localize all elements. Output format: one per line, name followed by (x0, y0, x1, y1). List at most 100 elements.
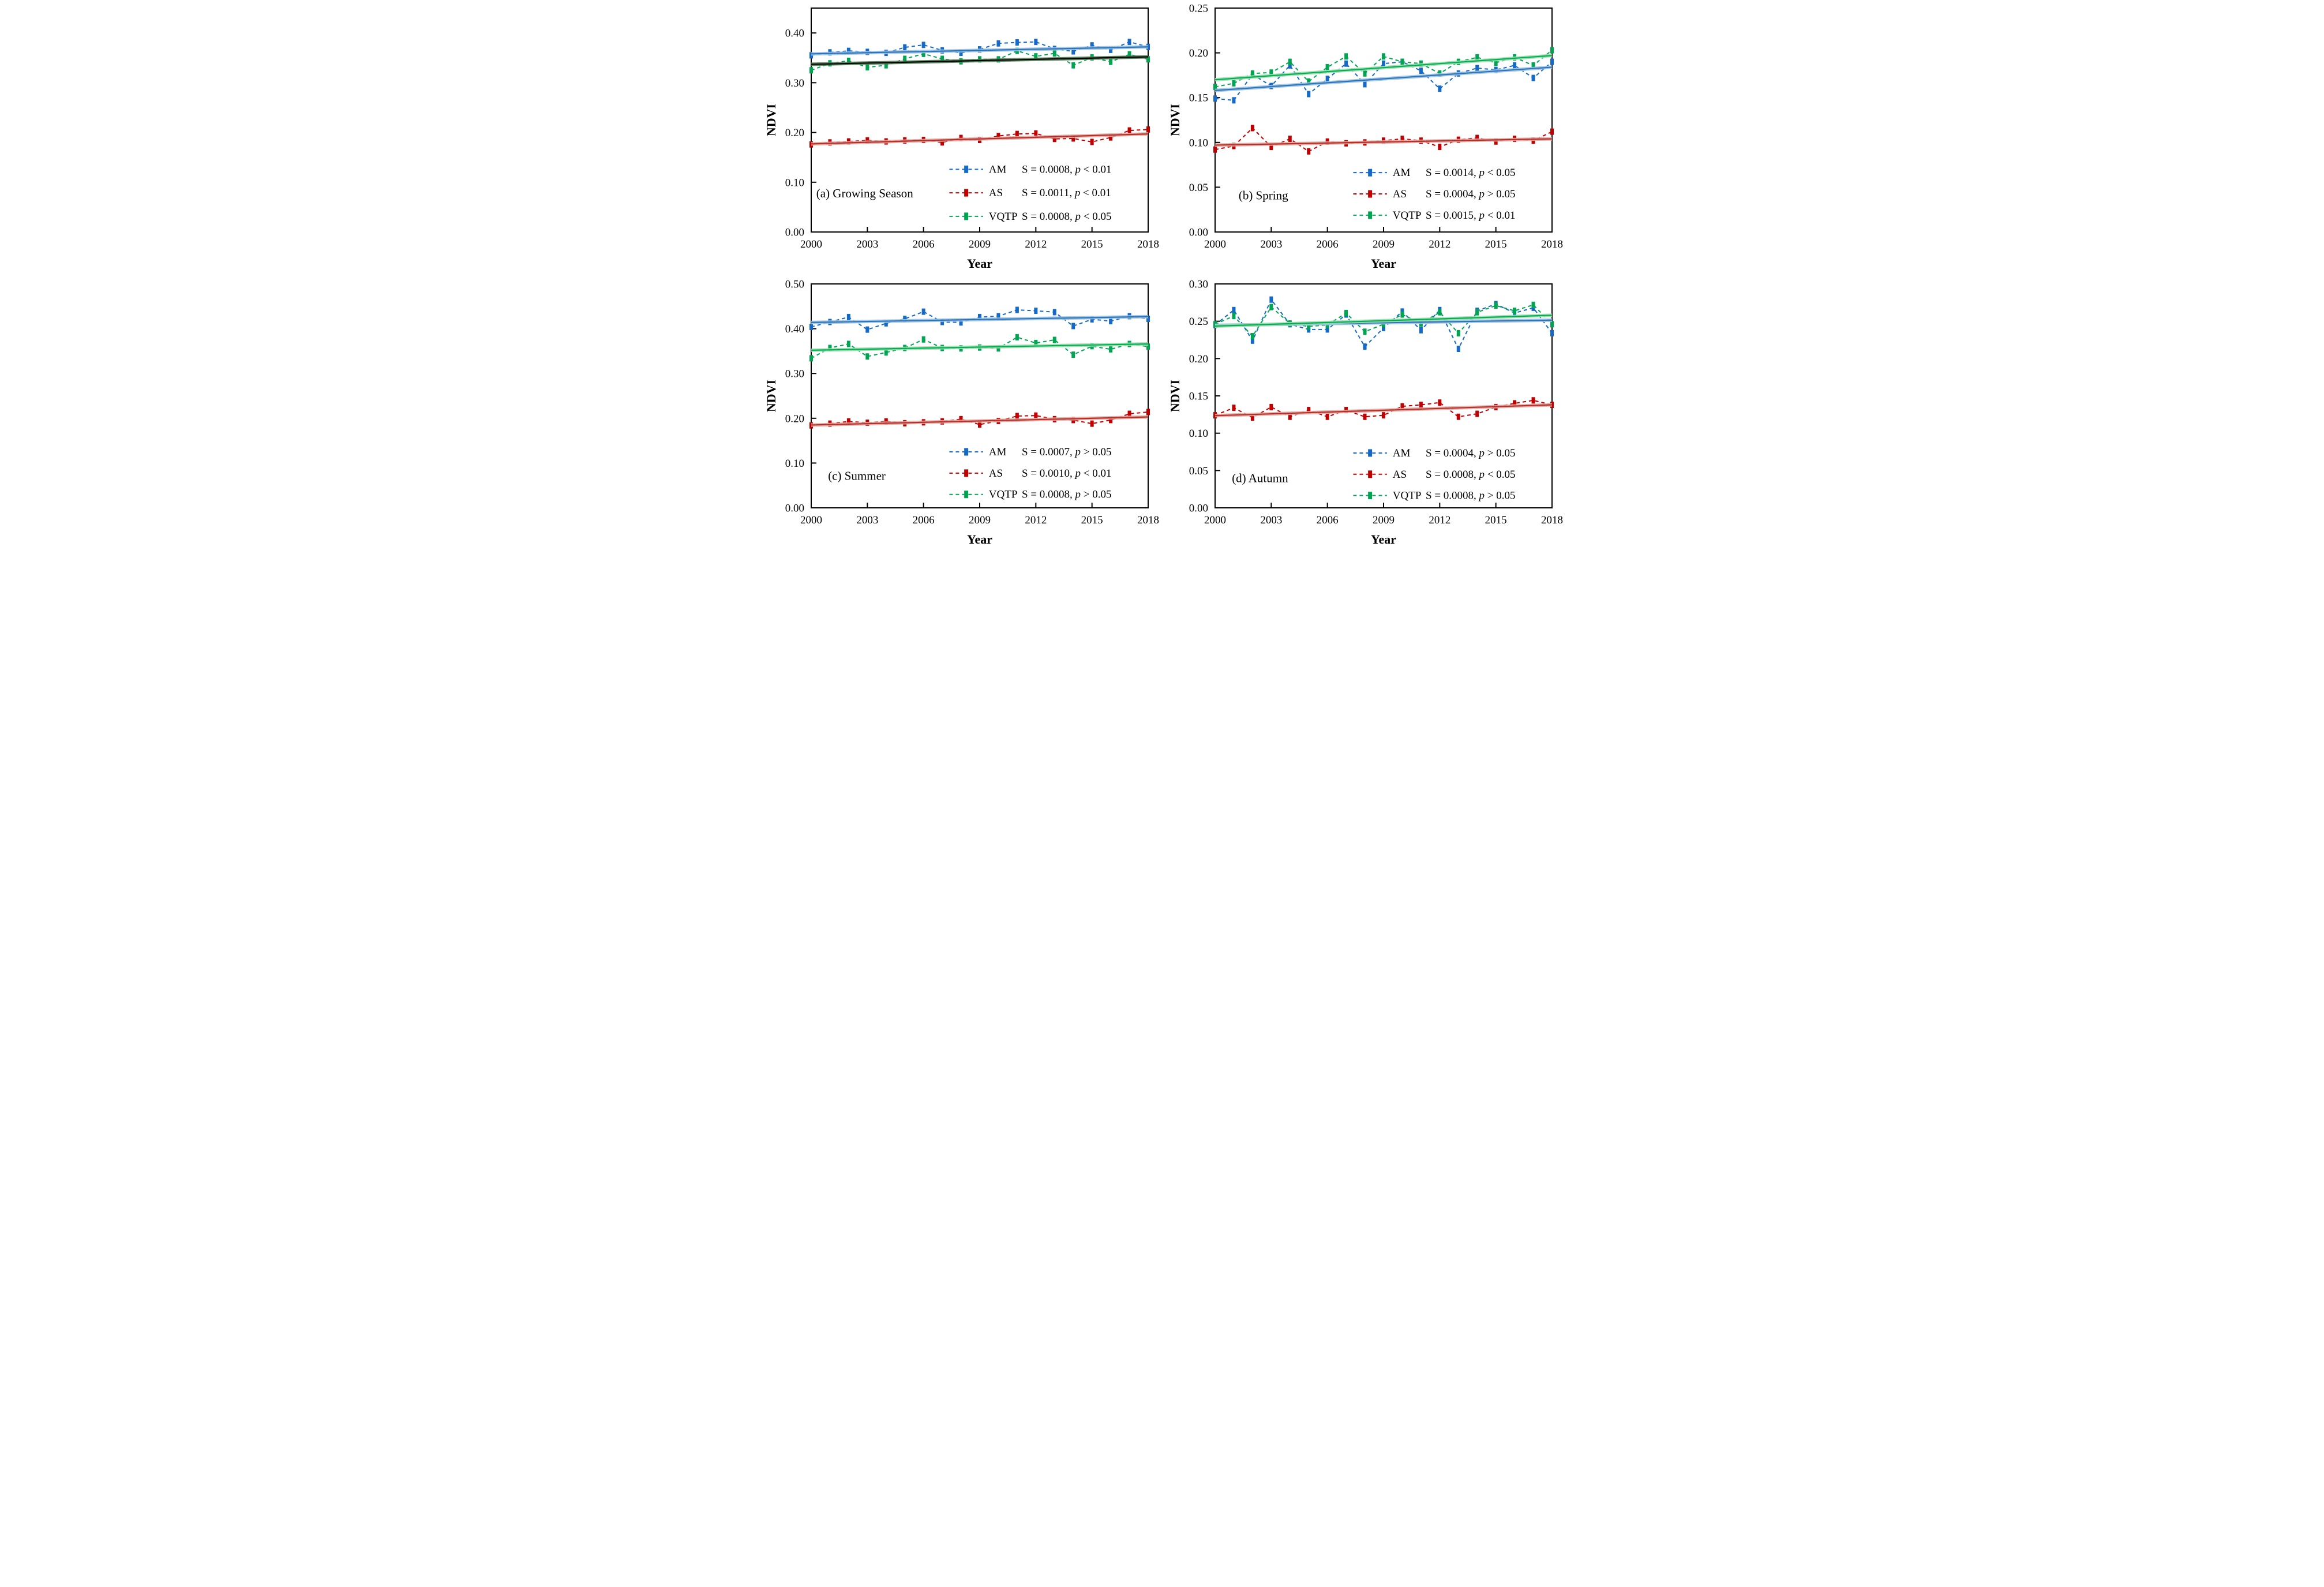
marker (1109, 346, 1113, 353)
marker (1438, 309, 1442, 316)
y-axis-title: NDVI (1168, 380, 1182, 412)
legend-series-name: VQTP (989, 489, 1018, 501)
legend-c: AM S = 0.0007, p > 0.05 AS S = 0.0010, p < … (949, 446, 1112, 501)
x-tick-label: 2015 (1081, 514, 1103, 526)
x-tick-label: 2000 (800, 238, 822, 250)
marker (921, 50, 925, 57)
legend-symbol-marker (964, 189, 969, 197)
y-axis-b: 0.00 0.05 0.10 0.15 0.20 0.25 (1189, 3, 1220, 239)
legend-series-name: VQTP (989, 211, 1018, 223)
marker (846, 418, 850, 425)
marker (1550, 47, 1554, 54)
marker (1419, 327, 1423, 334)
panel-label-b: (b) Spring (1239, 189, 1288, 203)
trend-line-as-b (1215, 138, 1553, 146)
x-tick-label: 2012 (1429, 238, 1450, 250)
marker (1232, 313, 1236, 320)
marker (1232, 80, 1236, 87)
marker (1363, 81, 1367, 88)
marker (1307, 323, 1311, 330)
panel-c-summer: 0.00 0.10 0.20 0.30 0.40 0.50 2000 2003 2006 2009… (758, 276, 1162, 552)
legend-series-stats: S = 0.0004, p > 0.05 (1426, 188, 1516, 200)
marker (1475, 65, 1479, 72)
marker (1015, 306, 1019, 313)
marker (1052, 309, 1056, 316)
marker (1034, 130, 1038, 137)
marker (1146, 56, 1150, 63)
marker (959, 50, 963, 57)
y-tick-label: 0.40 (785, 28, 804, 40)
trend-line-am-a (811, 46, 1149, 55)
marker (1550, 330, 1554, 336)
x-tick-label: 2009 (1373, 238, 1395, 250)
y-tick-label: 0.50 (785, 279, 804, 291)
y-tick-label: 0.20 (1189, 47, 1208, 59)
marker (809, 355, 813, 362)
marker (1513, 308, 1517, 315)
x-tick-label: 2000 (1204, 238, 1226, 250)
legend-symbol-marker (964, 165, 969, 173)
y-tick-label: 0.20 (1189, 353, 1208, 365)
x-axis-a: 2000 2003 2006 2009 2012 2015 2018 (800, 227, 1159, 250)
marker (1052, 136, 1056, 143)
legend-series-name: AS (989, 187, 1003, 199)
marker (1400, 58, 1404, 65)
legend-symbol-marker (1368, 470, 1373, 478)
marker (1307, 148, 1311, 155)
legend-series-stats: S = 0.0008, p > 0.05 (1426, 490, 1516, 502)
legend-series-name: AM (989, 446, 1007, 458)
legend-series-stats: S = 0.0008, p > 0.05 (1022, 489, 1112, 501)
trend-line-as-d (1215, 404, 1553, 417)
legend-symbol-marker (1368, 449, 1373, 457)
y-tick-label: 0.30 (785, 368, 804, 380)
marker (1034, 412, 1038, 419)
marker (1071, 62, 1075, 69)
y-tick-label: 0.05 (1189, 465, 1208, 477)
marker (1307, 91, 1311, 98)
marker (1034, 339, 1038, 346)
trend-line-as-a (811, 133, 1149, 145)
marker (865, 137, 869, 144)
legend-series-stats: S = 0.0008, p < 0.01 (1022, 163, 1112, 175)
y-axis-d: 0.00 0.05 0.10 0.15 0.20 0.25 0.30 (1189, 279, 1220, 515)
legend-series-name: AS (1393, 469, 1407, 481)
marker (1438, 85, 1442, 92)
legend-series-stats: S = 0.0011, p < 0.01 (1022, 187, 1111, 199)
panel-d-chart: 0.00 0.05 0.10 0.15 0.20 0.25 0.30 2000 2003 2006… (1168, 279, 1563, 547)
legend-symbol-marker (964, 491, 969, 499)
trend-line-vqtp-b (1215, 55, 1553, 81)
x-axis-c: 2000 2003 2006 2009 2012 2015 2018 (800, 503, 1159, 526)
legend-series-name: AM (989, 163, 1007, 175)
marker (1475, 309, 1479, 316)
x-axis-b: 2000 2003 2006 2009 2012 2015 2018 (1204, 227, 1563, 250)
marker (1269, 403, 1273, 410)
marker (978, 313, 981, 320)
marker (940, 139, 944, 146)
y-tick-label: 0.30 (785, 77, 804, 89)
y-tick-label: 0.20 (785, 127, 804, 139)
marker (1213, 146, 1217, 153)
y-tick-label: 0.15 (1189, 391, 1208, 403)
marker (1109, 134, 1113, 141)
y-axis-title: NDVI (1168, 104, 1182, 136)
marker (1456, 346, 1460, 353)
marker (1531, 301, 1535, 308)
marker (1400, 136, 1404, 143)
legend-series-name: AS (989, 467, 1003, 480)
marker (1213, 95, 1217, 102)
marker (1071, 135, 1075, 142)
marker (1250, 414, 1254, 421)
y-axis-title: NDVI (764, 380, 778, 412)
marker (996, 313, 1000, 320)
y-tick-label: 0.05 (1189, 182, 1208, 194)
y-tick-label: 0.00 (1189, 227, 1208, 239)
marker (1475, 410, 1479, 417)
marker (1269, 304, 1273, 310)
marker (1109, 417, 1113, 424)
trend-line-vqtp-d (1215, 315, 1553, 327)
legend-symbol-marker (964, 212, 969, 220)
x-tick-label: 2012 (1025, 514, 1047, 526)
x-axis-d: 2000 2003 2006 2009 2012 2015 2018 (1204, 503, 1563, 526)
marker (978, 421, 981, 428)
x-tick-label: 2015 (1081, 238, 1103, 250)
